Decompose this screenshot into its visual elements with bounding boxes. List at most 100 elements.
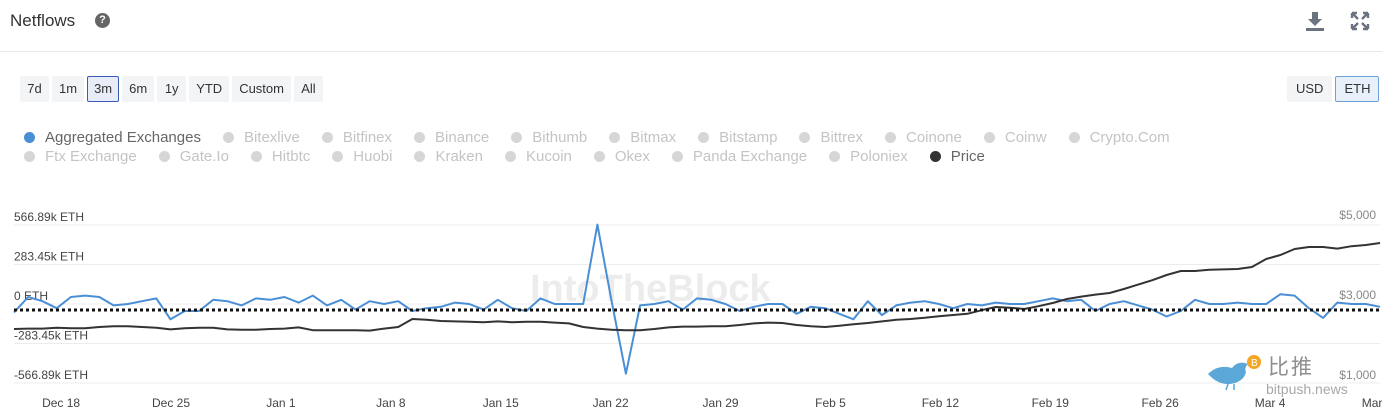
bitpush-bird-logo: B — [1208, 355, 1261, 391]
series-line-aggregated-exchanges — [13, 223, 1381, 375]
legend-label: Bitfinex — [342, 129, 393, 146]
x-tick-label: Jan 22 — [593, 396, 629, 410]
legend-dot — [799, 132, 811, 143]
legend-label: Gate.Io — [179, 148, 229, 165]
range-1y-button[interactable]: 1y — [157, 76, 187, 102]
legend-item-panda-exchange[interactable]: Panda Exchange — [671, 147, 807, 166]
bitpush-url: bitpush.news — [1266, 381, 1348, 397]
legend-dot — [414, 132, 426, 143]
range-ytd-button[interactable]: YTD — [189, 76, 230, 102]
legend-dot — [983, 132, 995, 143]
legend-item-bittrex[interactable]: Bittrex — [799, 128, 863, 147]
legend-dot — [24, 151, 35, 162]
legend-dot — [698, 132, 710, 143]
legend-item-binance[interactable]: Binance — [414, 128, 489, 147]
legend-dot — [321, 132, 333, 143]
legend-label: Bithumb — [532, 129, 588, 146]
legend-item-bitfinex[interactable]: Bitfinex — [321, 128, 393, 147]
y-left-tick-label: -283.45k ETH — [14, 329, 88, 343]
legend-item-coinone[interactable]: Coinone — [884, 128, 962, 147]
x-tick-label: Jan 29 — [703, 396, 739, 410]
legend-item-bitmax[interactable]: Bitmax — [609, 128, 676, 147]
range-6m-button[interactable]: 6m — [122, 76, 155, 102]
legend-item-aggregated-exchanges[interactable]: Aggregated Exchanges — [24, 128, 201, 147]
x-tick-label: Feb 5 — [815, 396, 846, 410]
range-custom-button[interactable]: Custom — [232, 76, 291, 102]
legend-item-gate-io[interactable]: Gate.Io — [158, 147, 229, 166]
unit-usd-button[interactable]: USD — [1287, 76, 1333, 102]
legend-dot — [593, 151, 605, 162]
legend-label: Binance — [435, 129, 490, 146]
legend-item-coinw[interactable]: Coinw — [983, 128, 1047, 147]
legend-item-crypto-com[interactable]: Crypto.Com — [1068, 128, 1170, 147]
legend-label: Kraken — [435, 148, 483, 165]
legend-label: Poloniex — [850, 148, 908, 165]
legend-label: Huobi — [353, 148, 393, 165]
range-all-button[interactable]: All — [293, 76, 323, 102]
legend-label: Price — [950, 148, 985, 165]
bitpush-chinese-name: 比推 — [1268, 355, 1314, 379]
range-1m-button[interactable]: 1m — [52, 76, 85, 102]
legend-item-kraken[interactable]: Kraken — [414, 147, 483, 166]
help-icon[interactable]: ? — [95, 13, 110, 28]
legend-label: Kucoin — [526, 148, 572, 165]
y-left-tick-label: 283.45k ETH — [14, 249, 84, 263]
range-3m-button[interactable]: 3m — [87, 76, 120, 102]
x-tick-label: Jan 8 — [376, 396, 406, 410]
legend-dot — [671, 151, 683, 162]
legend-item-huobi[interactable]: Huobi — [332, 147, 392, 166]
legend-label: Okex — [614, 148, 650, 165]
unit-selector: USD ETH — [1287, 76, 1380, 102]
legend-dot — [222, 132, 234, 143]
legend-item-okex[interactable]: Okex — [593, 147, 650, 166]
legend-dot — [158, 151, 170, 162]
legend-row: Aggregated Exchanges Bitexlive Bitfinex Bin… — [24, 128, 1364, 147]
legend-label: Bittrex — [820, 129, 863, 146]
x-tick-label: Jan 1 — [266, 396, 296, 410]
legend-label: Coinone — [905, 129, 962, 146]
legend-dot — [884, 132, 896, 143]
legend-dot — [511, 132, 523, 143]
legend-dot — [929, 151, 941, 162]
unit-eth-button[interactable]: ETH — [1335, 76, 1380, 102]
y-left-tick-label: -566.89k ETH — [14, 368, 88, 382]
legend-label: Ftx Exchange — [45, 148, 137, 165]
legend-item-bitstamp[interactable]: Bitstamp — [698, 128, 777, 147]
legend-dot — [332, 151, 344, 162]
legend-label: Crypto.Com — [1089, 129, 1170, 146]
x-tick-label: Dec 18 — [42, 396, 80, 410]
x-tick-label: Mar 11 — [1362, 396, 1382, 410]
x-tick-label: Feb 12 — [922, 396, 960, 410]
chart-title: Netflows — [10, 11, 76, 30]
legend-item-price[interactable]: Price — [929, 147, 985, 166]
legend-row: Ftx Exchange Gate.Io Hitbtc Huobi Kraken Kuco… — [24, 147, 1364, 166]
legend-dot — [829, 151, 841, 162]
x-tick-label: Dec 25 — [152, 396, 190, 410]
legend-label: Coinw — [1004, 129, 1047, 146]
legend-item-bithumb[interactable]: Bithumb — [511, 128, 587, 147]
legend-dot — [505, 151, 516, 162]
legend-item-hitbtc[interactable]: Hitbtc — [250, 147, 310, 166]
legend-item-poloniex[interactable]: Poloniex — [829, 147, 908, 166]
legend-dot — [24, 132, 35, 143]
legend-item-kucoin[interactable]: Kucoin — [505, 147, 572, 166]
x-tick-label: Feb 19 — [1032, 396, 1070, 410]
legend-dot — [1068, 132, 1080, 143]
legend-dot — [609, 132, 621, 143]
x-tick-label: Mar 4 — [1255, 396, 1286, 410]
x-tick-label: Feb 26 — [1142, 396, 1180, 410]
x-tick-label: Jan 15 — [483, 396, 519, 410]
y-left-tick-label: 566.89k ETH — [14, 210, 84, 224]
y-right-tick-label: $5,000 — [1339, 208, 1376, 222]
range-7d-button[interactable]: 7d — [20, 76, 49, 102]
legend-label: Bitstamp — [719, 129, 778, 146]
legend-item-bitexlive[interactable]: Bitexlive — [222, 128, 300, 147]
y-right-tick-label: $3,000 — [1339, 288, 1376, 302]
time-range-selector: 7d 1m 3m 6m 1y YTD Custom All — [20, 76, 323, 102]
expand-icon[interactable] — [1350, 10, 1370, 32]
legend-item-ftx-exchange[interactable]: Ftx Exchange — [24, 147, 137, 166]
download-icon[interactable] — [1305, 10, 1325, 32]
legend-dot — [250, 151, 262, 162]
svg-text:B: B — [1251, 358, 1258, 369]
